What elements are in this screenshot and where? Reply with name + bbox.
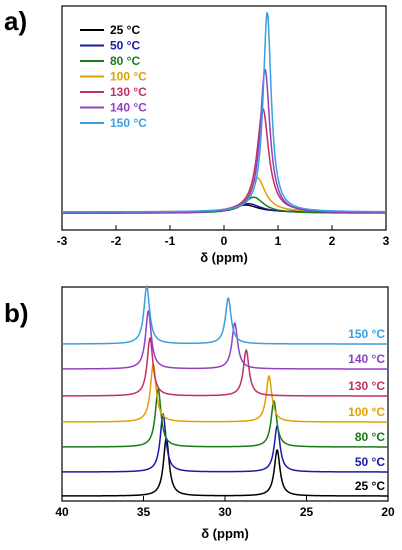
legend-label: 130 °C [110, 85, 147, 99]
panel-a-x-axis-label: δ (ppm) [200, 250, 248, 265]
panel-b-series-label: 80 °C [355, 430, 385, 444]
panel-b-series-label: 150 °C [348, 327, 385, 341]
legend-label: 140 °C [110, 101, 147, 115]
panel-b-series-label: 25 °C [355, 479, 385, 493]
legend-label: 50 °C [110, 39, 140, 53]
panel-a-x-tick-label: 1 [275, 234, 282, 248]
panel-a-label: a) [4, 6, 27, 36]
panel-a-x-tick-label: 3 [383, 234, 390, 248]
panel-a-x-axis: -3 -2 -1 0 1 2 3 [57, 225, 390, 248]
panel-b-series-label: 100 °C [348, 405, 385, 419]
legend-label: 25 °C [110, 23, 140, 37]
panel-a-x-tick-label: -3 [57, 234, 68, 248]
panel-a-series-line [62, 11, 387, 213]
panel-b-series-line [61, 310, 389, 370]
panel-a-x-tick-label: -2 [111, 234, 122, 248]
panel-a-plot-area [62, 11, 387, 214]
panel-b-x-axis-label: δ (ppm) [201, 526, 249, 541]
panel-b-x-tick-label: 20 [381, 505, 395, 519]
panel-a-x-tick-label: -1 [165, 234, 176, 248]
panel-b-series-labels: 25 °C 50 °C 80 °C 100 °C 130 °C 140 °C 150 °C [348, 327, 385, 493]
panel-b-series-label: 130 °C [348, 379, 385, 393]
panel-a-x-tick-label: 0 [221, 234, 228, 248]
panel-a-x-tick-label: 2 [329, 234, 336, 248]
panel-b-label: b) [4, 298, 29, 328]
legend-label: 150 °C [110, 116, 147, 130]
panel-b-series-line [61, 285, 389, 345]
panel-b-series-line [61, 363, 389, 423]
panel-a-series-line [62, 177, 387, 213]
panel-b-x-tick-label: 40 [55, 505, 69, 519]
panel-b-x-axis: 40 35 30 25 20 [55, 496, 395, 519]
legend-label: 80 °C [110, 54, 140, 68]
panel-b-series-line [61, 388, 389, 448]
panel-b-series-label: 50 °C [355, 455, 385, 469]
legend-label: 100 °C [110, 70, 147, 84]
panel-b-series-label: 140 °C [348, 352, 385, 366]
panel-b-series-line [61, 337, 389, 397]
panel-b-series-line [61, 413, 389, 473]
panel-b-x-tick-label: 30 [218, 505, 232, 519]
panel-b-series-line [61, 437, 389, 497]
panel-b-plot-area [61, 285, 389, 497]
panel-b-x-tick-label: 35 [137, 505, 151, 519]
panel-b-x-tick-label: 25 [300, 505, 314, 519]
